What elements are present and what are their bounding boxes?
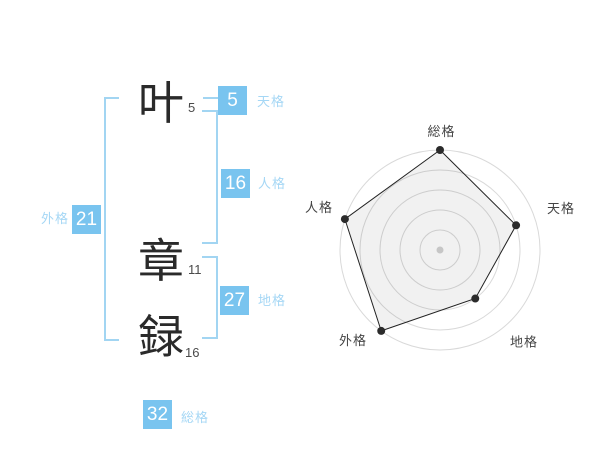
radar-axis-label-1: 総格 <box>427 124 455 139</box>
name-character-3: 録 <box>138 311 184 363</box>
radar-axis-label-5: 人格 <box>305 200 333 215</box>
chikaku-value-box: 27 <box>220 286 249 315</box>
tenkaku-bracket-dash <box>203 97 219 99</box>
tenkaku-value-box: 5 <box>218 86 247 115</box>
soukaku-label: 総格 <box>181 410 210 425</box>
stroke-count-1: 5 <box>188 100 196 115</box>
radar-data-polygon <box>344 149 517 332</box>
chikaku-bracket-tick-bottom <box>202 337 218 339</box>
gaikaku-label: 外格 <box>41 211 70 226</box>
gaikaku-bracket-tick-bottom <box>104 339 119 341</box>
stroke-count-3: 16 <box>185 345 200 360</box>
radar-grid-ring <box>419 229 461 271</box>
jinkaku-bracket-tick-top <box>202 110 218 112</box>
name-character-2: 章 <box>138 235 184 287</box>
gaikaku-bracket-tick-top <box>104 97 119 99</box>
chikaku-bracket-tick-top <box>202 256 218 258</box>
jinkaku-bracket-tick-bottom <box>202 242 218 244</box>
radar-data-point <box>471 294 480 303</box>
radar-data-point <box>436 146 444 154</box>
stroke-count-2: 11 <box>188 262 202 277</box>
jinkaku-bracket-line <box>216 110 218 244</box>
radar-data-point <box>512 221 521 230</box>
jinkaku-value-box: 16 <box>221 169 250 198</box>
radar-axis-label-2: 天格 <box>547 201 575 216</box>
gaikaku-bracket-line <box>104 97 106 341</box>
soukaku-value-box: 32 <box>143 400 172 429</box>
radar-axis-label-3: 地格 <box>510 335 538 350</box>
radar-data-point <box>377 326 386 335</box>
radar-data-point <box>340 215 349 224</box>
radar-grid-ring <box>399 209 481 291</box>
chikaku-label: 地格 <box>258 293 287 308</box>
gaikaku-value-box: 21 <box>72 205 101 234</box>
radar-grid-ring <box>359 169 521 331</box>
tenkaku-label: 天格 <box>257 94 286 109</box>
jinkaku-label: 人格 <box>258 176 287 191</box>
radar-grid-ring <box>379 189 501 311</box>
radar-axis-label-4: 外格 <box>339 333 367 348</box>
name-character-1: 叶 <box>138 77 184 129</box>
chikaku-bracket-line <box>216 256 218 339</box>
radar-center-dot <box>436 246 444 254</box>
